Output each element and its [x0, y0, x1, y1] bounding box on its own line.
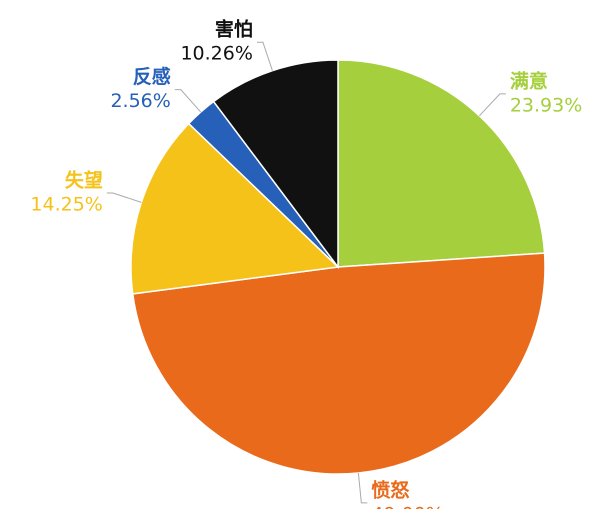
leader-line — [479, 93, 506, 117]
leader-line — [256, 41, 273, 71]
slice-label: 反感 — [133, 65, 171, 88]
leader-line — [174, 89, 202, 113]
slice-label: 愤怒 — [371, 478, 410, 501]
slice-label: 满意 — [510, 69, 548, 92]
slice-value: 23.93% — [510, 94, 582, 116]
slice-value: 2.56% — [110, 90, 170, 112]
slice-label: 害怕 — [215, 18, 253, 41]
pie-slice — [337, 59, 546, 268]
leader-line — [106, 192, 142, 203]
slice-value: 10.26% — [180, 43, 252, 65]
pie-slice — [131, 252, 546, 475]
leader-line — [357, 472, 368, 504]
slice-value: 49.00% — [371, 503, 443, 509]
slice-value: 14.25% — [30, 193, 102, 215]
slice-label: 失望 — [65, 168, 103, 191]
